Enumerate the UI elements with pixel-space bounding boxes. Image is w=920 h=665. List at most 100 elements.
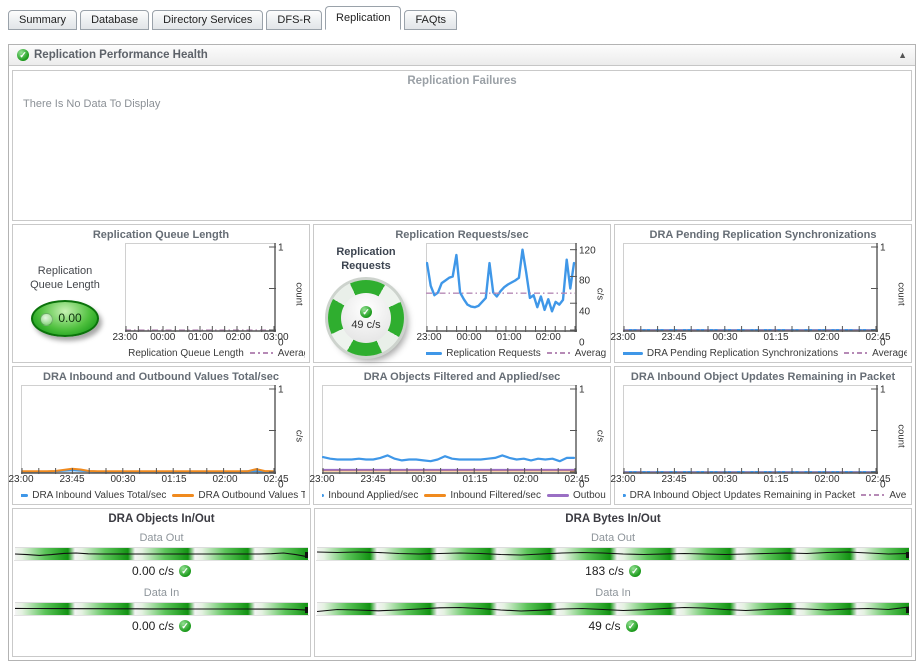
chart-legend: Replication Requests Average: [426, 345, 606, 361]
x-tick-label: 00:30: [110, 474, 136, 485]
y-axis-unit: count: [293, 282, 304, 306]
x-tick-label: 01:15: [763, 332, 789, 343]
x-tick-label: 01:15: [462, 474, 488, 485]
requests-donut-gauge: ✓ 49 c/s: [328, 280, 404, 357]
panel-title: DRA Pending Replication Synchronizations: [649, 229, 877, 241]
tab-faqts[interactable]: FAQts: [404, 10, 457, 30]
x-tick-label: 00:00: [150, 332, 176, 343]
legend-swatch-line: [623, 351, 643, 355]
filtered-applied-chart: [322, 385, 577, 474]
y-axis: 0 1 count: [878, 384, 907, 491]
x-tick-label: 23:45: [59, 474, 85, 485]
flow-row: DRA Objects In/Out Data Out 0.00 c/s ✓ D…: [12, 508, 912, 657]
queue-length-gauge: 0.00: [31, 299, 99, 337]
flow-label: Data In: [595, 587, 631, 599]
legend-label: Average: [889, 489, 907, 501]
legend-item: Replication Requests: [426, 348, 541, 359]
x-tick-label: 02:45: [865, 332, 891, 343]
panel-replication-failures: Replication Failures There Is No Data To…: [12, 70, 912, 221]
y-tick-label: 80: [579, 275, 591, 287]
x-tick-label: 02:45: [865, 474, 891, 485]
green-check-icon: ✓: [179, 565, 192, 577]
panel-dra-objects-in-out: DRA Objects In/Out Data Out 0.00 c/s ✓ D…: [12, 508, 311, 657]
pending-sync-chart: [623, 243, 878, 332]
gauge-value: 49 c/s: [351, 318, 381, 331]
legend-item: DRA Pending Replication Synchronizations: [623, 348, 838, 359]
x-tick-label: 01:15: [161, 474, 187, 485]
chart-row-1: Replication Queue Length Replication Que…: [12, 224, 912, 363]
flow-value: 0.00 c/s ✓: [14, 560, 309, 580]
x-tick-label: 01:15: [763, 474, 789, 485]
y-axis: 0 1 count: [878, 242, 907, 348]
x-tick-label: 02:00: [814, 474, 840, 485]
legend-swatch-line: [623, 493, 626, 497]
legend-swatch-line: [426, 351, 443, 355]
y-tick-label: 40: [579, 306, 591, 318]
legend-label: Average: [872, 347, 907, 359]
panel-title: DRA Objects Filtered and Applied/sec: [363, 371, 561, 383]
y-tick-label: 0: [880, 479, 886, 491]
x-tick-label: 02:45: [564, 474, 590, 485]
x-axis-labels: 23:00 23:45 00:30 01:15 02:00 02:45: [309, 474, 589, 487]
panel-title: DRA Objects In/Out: [108, 513, 215, 525]
panel-dra-inbound-updates-packet: DRA Inbound Object Updates Remaining in …: [610, 366, 912, 505]
y-tick-label: 0: [579, 337, 585, 349]
y-axis: 0 1 c/s: [577, 384, 606, 490]
gauge-highlight: [40, 312, 53, 326]
x-tick-label: 02:00: [513, 474, 539, 485]
tab-strip: Summary Database Directory Services DFS-…: [8, 6, 457, 30]
legend-swatch-line: [424, 493, 447, 497]
y-axis-unit: count: [895, 424, 906, 448]
y-tick-label: 1: [278, 242, 284, 254]
legend-label: DRA Inbound Object Updates Remaining in …: [629, 489, 856, 501]
chart-legend: DRA Inbound Values Total/sec DRA Outbound…: [21, 487, 305, 503]
x-tick-label: 01:00: [187, 332, 214, 343]
flow-label: Data Out: [139, 532, 184, 544]
legend-item: DRA Outbound Values Tota: [172, 490, 305, 501]
flow-label: Data In: [143, 587, 180, 599]
panel-title: DRA Inbound Object Updates Remaining in …: [630, 371, 896, 383]
collapse-icon[interactable]: ▲: [898, 50, 907, 60]
x-axis-labels: 23:00 23:45 00:30 01:15 02:00 02:45: [610, 474, 890, 487]
legend-label: Average: [277, 347, 305, 359]
y-axis-unit: c/s: [594, 287, 605, 301]
tab-database[interactable]: Database: [80, 10, 150, 30]
x-tick-label: 00:30: [712, 332, 738, 343]
x-tick-label: 23:00: [610, 332, 636, 343]
panel-replication-requests: Replication Requests/sec Replication Req…: [313, 224, 611, 363]
y-tick-label: 1: [880, 384, 886, 396]
legend-label: Replication Requests: [446, 347, 541, 359]
legend-item: Average: [844, 348, 907, 359]
chart-row-2: DRA Inbound and Outbound Values Total/se…: [8, 366, 912, 505]
x-tick-label: 23:00: [610, 474, 636, 485]
legend-label: Average: [574, 347, 606, 359]
x-tick-label: 23:00: [309, 474, 335, 485]
panel-title: Replication Requests/sec: [395, 229, 529, 241]
legend-item: DRA Inbound Values Total/sec: [21, 490, 166, 501]
flow-value: 0.00 c/s ✓: [14, 615, 309, 635]
updates-remaining-chart: [623, 385, 878, 474]
tab-replication[interactable]: Replication: [325, 6, 402, 30]
y-axis-unit: count: [895, 282, 906, 306]
tab-summary[interactable]: Summary: [8, 10, 78, 30]
y-tick-label: 1: [880, 242, 886, 254]
data-in-flow-gauge: [317, 602, 909, 615]
data-out-flow-gauge: [317, 547, 909, 560]
legend-swatch-dash: [249, 352, 274, 354]
queue-gauge-column: Replication Queue Length 0.00: [13, 241, 117, 361]
legend-item: DRA Inbound Object Updates Remaining in …: [623, 490, 855, 501]
x-tick-label: 01:00: [496, 332, 522, 343]
data-out-flow-gauge: [15, 547, 308, 560]
flow-value: 49 c/s ✓: [316, 615, 910, 635]
x-tick-label: 23:00: [112, 332, 138, 343]
y-axis: 0 1 count: [276, 242, 305, 348]
x-axis-labels: 23:00 00:00 01:00 02:00: [417, 332, 577, 345]
tab-dfs-r[interactable]: DFS-R: [266, 10, 323, 30]
x-tick-label: 02:45: [263, 474, 289, 485]
chart-legend: DRA Inbound Object Updates Remaining in …: [623, 487, 907, 503]
tab-directory-services[interactable]: Directory Services: [152, 10, 264, 30]
x-tick-label: 23:00: [8, 474, 34, 485]
y-axis-unit: c/s: [293, 429, 304, 443]
panel-dra-inbound-outbound-values: DRA Inbound and Outbound Values Total/se…: [8, 366, 310, 505]
legend-swatch-line: [546, 493, 569, 497]
